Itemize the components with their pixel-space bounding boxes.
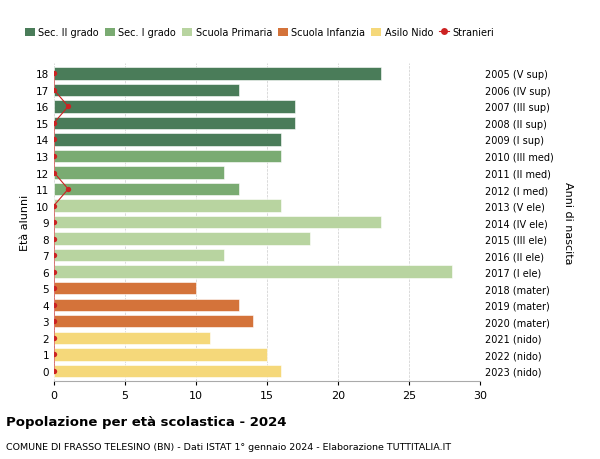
- Bar: [54, 266, 452, 278]
- Bar: [54, 299, 239, 311]
- Point: [49, 252, 59, 259]
- Point: [49, 71, 59, 78]
- Point: [49, 202, 59, 210]
- Bar: [54, 84, 239, 97]
- Point: [49, 153, 59, 160]
- Point: [64, 103, 73, 111]
- Point: [49, 87, 59, 94]
- Y-axis label: Anni di nascita: Anni di nascita: [563, 181, 573, 264]
- Point: [49, 120, 59, 127]
- Bar: [54, 348, 267, 361]
- Bar: [54, 282, 196, 295]
- Point: [49, 335, 59, 342]
- Bar: [54, 249, 224, 262]
- Bar: [54, 332, 210, 344]
- Bar: [54, 184, 239, 196]
- Point: [49, 269, 59, 276]
- Point: [64, 186, 73, 193]
- Point: [49, 285, 59, 292]
- Bar: [54, 68, 380, 80]
- Bar: [54, 134, 281, 146]
- Bar: [54, 167, 224, 179]
- Y-axis label: Età alunni: Età alunni: [20, 195, 31, 251]
- Bar: [54, 118, 295, 130]
- Bar: [54, 365, 281, 377]
- Bar: [54, 217, 380, 229]
- Legend: Sec. II grado, Sec. I grado, Scuola Primaria, Scuola Infanzia, Asilo Nido, Stran: Sec. II grado, Sec. I grado, Scuola Prim…: [25, 28, 494, 38]
- Bar: [54, 200, 281, 213]
- Text: Popolazione per età scolastica - 2024: Popolazione per età scolastica - 2024: [6, 415, 287, 428]
- Point: [49, 235, 59, 243]
- Point: [49, 302, 59, 309]
- Bar: [54, 151, 281, 163]
- Bar: [54, 101, 295, 113]
- Point: [49, 219, 59, 226]
- Point: [49, 318, 59, 325]
- Point: [49, 351, 59, 358]
- Point: [49, 136, 59, 144]
- Bar: [54, 233, 310, 245]
- Point: [49, 367, 59, 375]
- Bar: [54, 315, 253, 328]
- Text: COMUNE DI FRASSO TELESINO (BN) - Dati ISTAT 1° gennaio 2024 - Elaborazione TUTTI: COMUNE DI FRASSO TELESINO (BN) - Dati IS…: [6, 442, 451, 451]
- Point: [49, 169, 59, 177]
